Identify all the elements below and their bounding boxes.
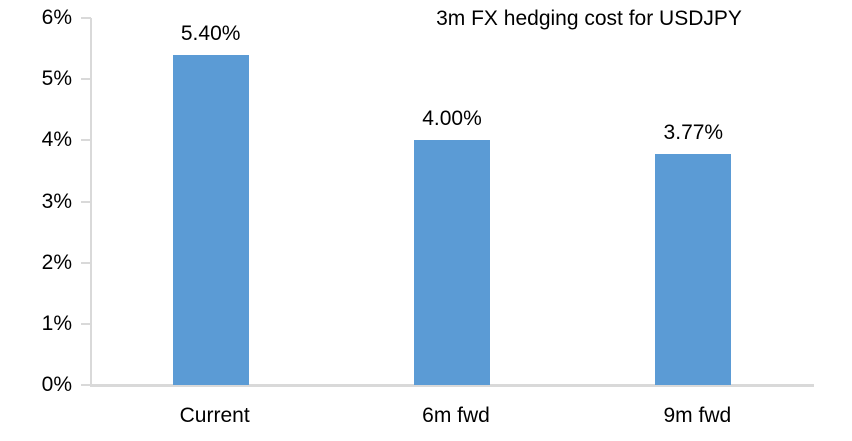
- y-tick-label: 6%: [41, 6, 72, 29]
- y-tick-mark: [81, 384, 91, 386]
- bar-value-label: 4.00%: [422, 107, 482, 131]
- x-category-label: 9m fwd: [663, 404, 732, 427]
- x-category-label: Current: [179, 404, 250, 427]
- x-axis-line: [90, 384, 814, 387]
- bar-9m-fwd: [655, 154, 732, 385]
- bar-value-label: 5.40%: [180, 21, 241, 45]
- chart-title: 3m FX hedging cost for USDJPY: [436, 7, 742, 30]
- y-tick-label: 5%: [41, 67, 72, 91]
- y-tick-label: 4%: [41, 128, 72, 152]
- bar-6m-fwd: [414, 140, 490, 385]
- y-tick-mark: [81, 139, 91, 142]
- y-axis-line: [90, 18, 92, 386]
- y-tick-label: 0%: [41, 373, 72, 396]
- y-tick-mark: [81, 17, 91, 19]
- y-tick-mark: [81, 261, 91, 264]
- y-tick-mark: [81, 322, 91, 325]
- y-tick-mark: [81, 78, 91, 81]
- y-tick-label: 1%: [41, 311, 72, 335]
- y-tick-mark: [81, 200, 91, 203]
- bar-value-label: 3.77%: [663, 121, 724, 145]
- bar-current: [172, 54, 249, 385]
- y-tick-label: 3%: [41, 189, 72, 213]
- x-category-label: 6m fwd: [422, 404, 490, 427]
- y-tick-label: 2%: [41, 250, 72, 274]
